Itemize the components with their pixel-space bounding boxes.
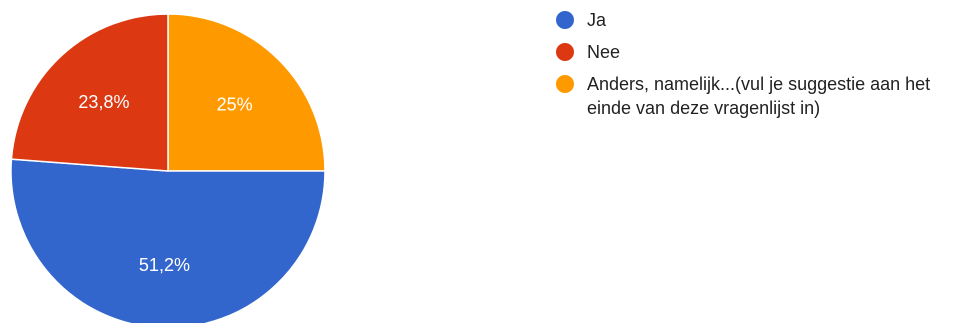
- pie-slice-nee[interactable]: [10, 13, 169, 172]
- legend: Ja Nee Anders, namelijk...(vul je sugges…: [553, 8, 953, 128]
- legend-label-ja: Ja: [587, 10, 607, 30]
- pie-label-nee: 23,8%: [78, 92, 129, 112]
- legend-item-anders[interactable]: Anders, namelijk...(vul je suggestie aan…: [553, 72, 953, 120]
- pie-chart: 25% 51,2% 23,8%: [10, 13, 326, 323]
- legend-swatch-nee: [556, 43, 574, 61]
- legend-label-anders: Anders, namelijk...(vul je suggestie aan…: [587, 74, 931, 118]
- legend-item-nee[interactable]: Nee: [553, 40, 953, 64]
- legend-item-ja[interactable]: Ja: [553, 8, 953, 32]
- pie-slice-anders[interactable]: [167, 13, 326, 172]
- pie-label-ja: 51,2%: [139, 255, 190, 275]
- legend-swatch-anders: [556, 75, 574, 93]
- legend-label-nee: Nee: [587, 42, 621, 62]
- legend-swatch-ja: [556, 11, 574, 29]
- pie-slice-ja[interactable]: [10, 158, 326, 323]
- pie-label-anders: 25%: [217, 94, 253, 114]
